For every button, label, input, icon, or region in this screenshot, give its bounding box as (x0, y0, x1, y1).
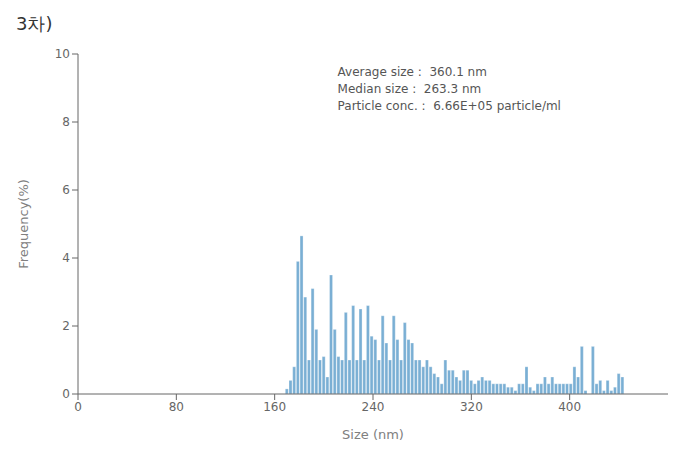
svg-text:6: 6 (62, 183, 70, 197)
svg-text:0: 0 (62, 387, 70, 401)
svg-text:320: 320 (460, 400, 483, 414)
svg-text:240: 240 (362, 400, 385, 414)
svg-text:Size (nm): Size (nm) (342, 427, 404, 442)
svg-text:8: 8 (62, 115, 70, 129)
svg-text:400: 400 (558, 400, 581, 414)
html-text:3차): 3차) (16, 13, 53, 34)
svg-text:2: 2 (62, 319, 70, 333)
svg-text:160: 160 (263, 400, 286, 414)
svg-text:10: 10 (55, 47, 70, 61)
html-text:Average size : 360.1 nm Median: Average size : 360.1 nm Median size : 26… (337, 65, 561, 114)
svg-text:0: 0 (74, 400, 82, 414)
svg-text:4: 4 (62, 251, 70, 265)
svg-text:80: 80 (169, 400, 184, 414)
svg-text:Frequency(%): Frequency(%) (16, 179, 31, 269)
